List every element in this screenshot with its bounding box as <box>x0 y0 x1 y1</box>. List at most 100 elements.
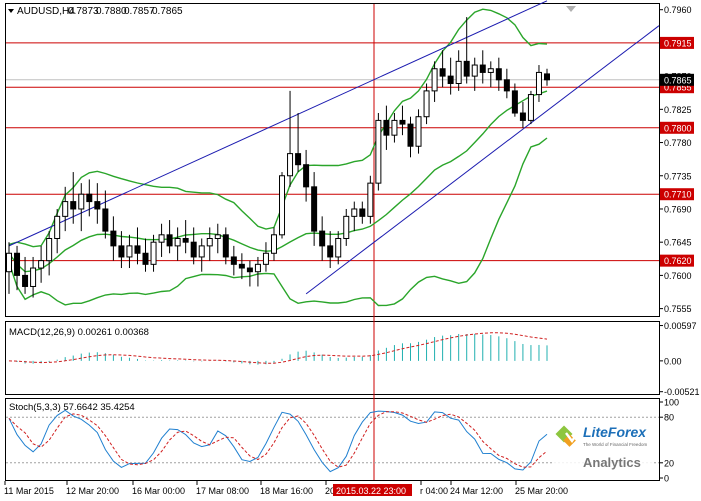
symbol-label: AUDUSD,H4 <box>17 6 75 17</box>
price-tick-label: 0.7645 <box>664 238 692 248</box>
candle <box>190 227 197 265</box>
candle-body <box>503 79 510 92</box>
price-tick-label: 0.7780 <box>664 138 692 148</box>
candle-body <box>383 119 390 136</box>
candle-body <box>94 201 101 210</box>
candle <box>54 208 61 254</box>
candle-body <box>544 73 550 81</box>
candle <box>214 223 221 254</box>
candle <box>246 260 253 287</box>
candle-body <box>423 90 430 118</box>
candle <box>511 83 518 117</box>
current-price-label: 0.7865 <box>664 75 692 85</box>
axis-layer: 0.79600.78700.78250.77800.77350.76900.76… <box>4 5 700 496</box>
candle <box>343 208 350 246</box>
candle-body <box>62 201 69 217</box>
bollinger-lower-band <box>8 137 548 307</box>
stoch-main-line <box>8 409 548 473</box>
candle <box>142 238 149 272</box>
level-label: 0.7800 <box>664 123 692 133</box>
candle <box>335 231 342 265</box>
candle-body <box>351 208 358 217</box>
candle-body <box>254 263 261 273</box>
candle <box>270 227 277 261</box>
time-tick-label: 24 Mar 12:00 <box>450 486 503 496</box>
candle <box>86 179 93 217</box>
candle-body <box>150 241 157 265</box>
price-tick-label: 0.7690 <box>664 204 692 214</box>
candle-body <box>118 245 125 258</box>
candle <box>38 245 45 283</box>
candle-body <box>343 215 350 240</box>
candle-body <box>46 238 53 262</box>
liteforex-watermark: LiteForex The World of Financial Freedom… <box>553 418 653 476</box>
candle-body <box>495 68 502 81</box>
candle-body <box>214 234 221 240</box>
stoch-tick-label: 80 <box>664 413 674 423</box>
stoch-tick-label: 20 <box>664 458 674 468</box>
candle-body <box>158 234 165 243</box>
candle <box>174 227 181 261</box>
crosshair-time-label: 2015.03.22 23:00 <box>336 486 406 496</box>
candle-body <box>303 164 310 188</box>
bollinger-upper-band <box>8 8 548 248</box>
candle <box>463 17 470 84</box>
main-panel[interactable] <box>5 3 660 317</box>
candle <box>544 68 550 86</box>
candle <box>118 231 125 269</box>
candle <box>134 227 141 265</box>
candle <box>439 50 446 88</box>
candle <box>198 238 205 272</box>
candle <box>399 105 406 136</box>
candle-body <box>14 252 21 276</box>
candle-body <box>270 234 277 254</box>
candle <box>110 216 117 261</box>
candle <box>375 113 382 191</box>
candle-body <box>22 274 29 287</box>
time-tick-label: r 04:00 <box>420 486 448 496</box>
stoch-signal-line <box>8 411 548 468</box>
candle-body <box>110 230 117 247</box>
candle-body <box>287 153 294 177</box>
time-tick-label: 18 Mar 16:00 <box>260 486 313 496</box>
ohlc-low: 0.7857 <box>124 6 155 17</box>
time-tick-label: 12 Mar 20:00 <box>66 486 119 496</box>
candle <box>303 149 310 202</box>
ohlc-close: 0.7865 <box>152 6 183 17</box>
candle-body <box>407 123 414 147</box>
candle-body <box>415 116 422 147</box>
stoch-label: Stoch(5,3,3) 57.6642 35.4254 <box>9 402 135 413</box>
candle <box>495 57 502 91</box>
autoscroll-arrow-icon[interactable] <box>566 6 576 12</box>
candle-body <box>479 64 486 73</box>
candle <box>503 68 510 99</box>
dropdown-arrow-icon[interactable] <box>8 9 14 13</box>
candle <box>471 57 478 91</box>
time-tick-label: 11 Mar 2015 <box>4 486 54 496</box>
candle-body <box>431 68 438 92</box>
candle-body <box>126 245 133 258</box>
time-tick-label: 16 Mar 00:00 <box>132 486 185 496</box>
level-label-box <box>660 254 694 267</box>
macd-panel[interactable] <box>5 321 660 395</box>
candle <box>6 242 12 294</box>
time-tick-label: 17 Mar 08:00 <box>196 486 249 496</box>
candle-body <box>311 186 318 232</box>
watermark-product: Analytics <box>583 455 641 470</box>
candle <box>102 190 109 239</box>
candle <box>535 65 542 102</box>
macd-plot-layer <box>8 332 548 365</box>
candle-body <box>238 263 245 269</box>
candle-body <box>182 238 189 243</box>
candle <box>262 242 269 272</box>
candle-body <box>102 208 109 232</box>
stoch-panel[interactable] <box>5 398 660 481</box>
candle <box>126 234 133 269</box>
candle <box>206 227 213 261</box>
candle <box>287 90 294 187</box>
candle-body <box>439 68 446 77</box>
candle-body <box>527 94 534 121</box>
current-price-box <box>660 73 694 86</box>
candle <box>70 172 77 224</box>
